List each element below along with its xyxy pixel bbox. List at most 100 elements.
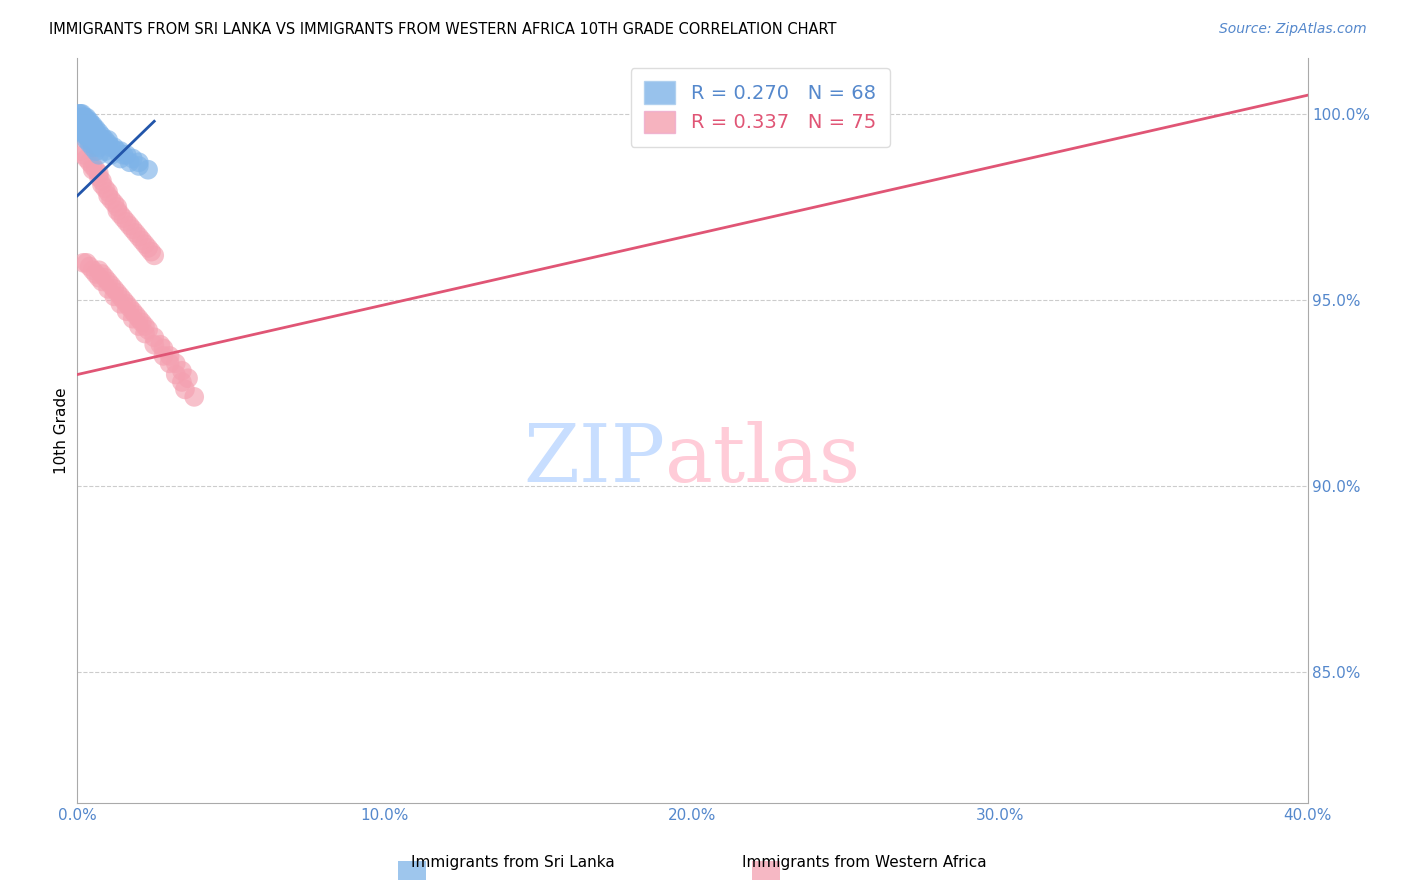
Point bbox=[79, 114, 101, 128]
Point bbox=[82, 125, 104, 139]
Point bbox=[110, 207, 132, 221]
Point bbox=[136, 323, 159, 337]
Text: IMMIGRANTS FROM SRI LANKA VS IMMIGRANTS FROM WESTERN AFRICA 10TH GRADE CORRELATI: IMMIGRANTS FROM SRI LANKA VS IMMIGRANTS … bbox=[49, 22, 837, 37]
Point bbox=[72, 125, 94, 139]
Point bbox=[177, 371, 200, 385]
Point bbox=[82, 118, 104, 132]
Point bbox=[87, 133, 110, 147]
Point bbox=[77, 114, 100, 128]
Point bbox=[76, 111, 98, 125]
Point bbox=[100, 148, 122, 162]
Point bbox=[87, 140, 110, 154]
Text: ZIP: ZIP bbox=[523, 421, 665, 500]
Point bbox=[79, 118, 101, 132]
Point bbox=[174, 383, 197, 397]
Point bbox=[76, 114, 98, 128]
Point bbox=[84, 162, 107, 177]
Point bbox=[69, 114, 91, 128]
Point bbox=[82, 136, 104, 151]
Point bbox=[105, 203, 128, 218]
Y-axis label: 10th Grade: 10th Grade bbox=[53, 387, 69, 474]
Point bbox=[128, 159, 150, 173]
Point bbox=[76, 118, 98, 132]
Point bbox=[118, 219, 141, 233]
Point bbox=[105, 200, 128, 214]
Point bbox=[90, 133, 114, 147]
Point bbox=[112, 211, 135, 226]
Point bbox=[76, 129, 98, 144]
Point bbox=[90, 267, 114, 281]
Point bbox=[97, 185, 120, 199]
Point bbox=[103, 282, 125, 296]
Point bbox=[97, 188, 120, 202]
Point bbox=[183, 390, 205, 404]
Point bbox=[84, 129, 107, 144]
Point bbox=[72, 111, 94, 125]
Point bbox=[128, 319, 150, 334]
Point bbox=[69, 144, 91, 158]
Point bbox=[128, 311, 150, 326]
Point bbox=[82, 162, 104, 177]
Point bbox=[69, 107, 91, 121]
Point bbox=[83, 121, 105, 136]
Point bbox=[87, 170, 110, 185]
Point bbox=[87, 125, 110, 139]
Point bbox=[94, 144, 117, 158]
Text: Immigrants from Sri Lanka: Immigrants from Sri Lanka bbox=[412, 855, 614, 870]
Point bbox=[73, 114, 96, 128]
Point bbox=[121, 222, 143, 236]
Point bbox=[121, 152, 143, 166]
Point bbox=[87, 129, 110, 144]
Point bbox=[125, 308, 148, 322]
Point bbox=[94, 181, 117, 195]
Point bbox=[72, 118, 94, 132]
Point bbox=[131, 234, 153, 248]
Point bbox=[125, 226, 148, 240]
Point bbox=[152, 349, 174, 363]
Point bbox=[94, 133, 117, 147]
Point bbox=[72, 148, 94, 162]
Point bbox=[76, 121, 98, 136]
Point bbox=[115, 215, 138, 229]
Text: Immigrants from Western Africa: Immigrants from Western Africa bbox=[742, 855, 987, 870]
Point bbox=[72, 256, 94, 270]
Point bbox=[128, 155, 150, 169]
Point bbox=[149, 337, 172, 351]
Point bbox=[90, 274, 114, 288]
Point bbox=[87, 263, 110, 277]
Point bbox=[87, 166, 110, 180]
Point bbox=[165, 356, 187, 370]
Point bbox=[115, 304, 138, 318]
Point bbox=[165, 368, 187, 382]
Point bbox=[84, 144, 107, 158]
Point bbox=[97, 282, 120, 296]
Point bbox=[90, 178, 114, 192]
Point bbox=[84, 121, 107, 136]
Point bbox=[103, 289, 125, 303]
Point bbox=[121, 311, 143, 326]
Point bbox=[141, 244, 163, 259]
Point bbox=[110, 297, 132, 311]
Point bbox=[69, 111, 91, 125]
Point bbox=[79, 121, 101, 136]
Point bbox=[73, 111, 96, 125]
Point bbox=[121, 304, 143, 318]
Point bbox=[70, 111, 93, 125]
Point bbox=[72, 114, 94, 128]
Point bbox=[72, 125, 94, 139]
Point bbox=[79, 260, 101, 274]
Point bbox=[70, 107, 93, 121]
Point bbox=[110, 289, 132, 303]
Point bbox=[134, 319, 156, 334]
Point bbox=[136, 241, 159, 255]
Point bbox=[105, 285, 128, 300]
Point bbox=[128, 229, 150, 244]
Point bbox=[76, 129, 98, 144]
Point bbox=[100, 278, 122, 293]
Point bbox=[131, 315, 153, 329]
Point bbox=[143, 248, 166, 262]
Point bbox=[80, 118, 103, 132]
Point bbox=[72, 121, 94, 136]
Point bbox=[100, 193, 122, 207]
Point bbox=[82, 140, 104, 154]
